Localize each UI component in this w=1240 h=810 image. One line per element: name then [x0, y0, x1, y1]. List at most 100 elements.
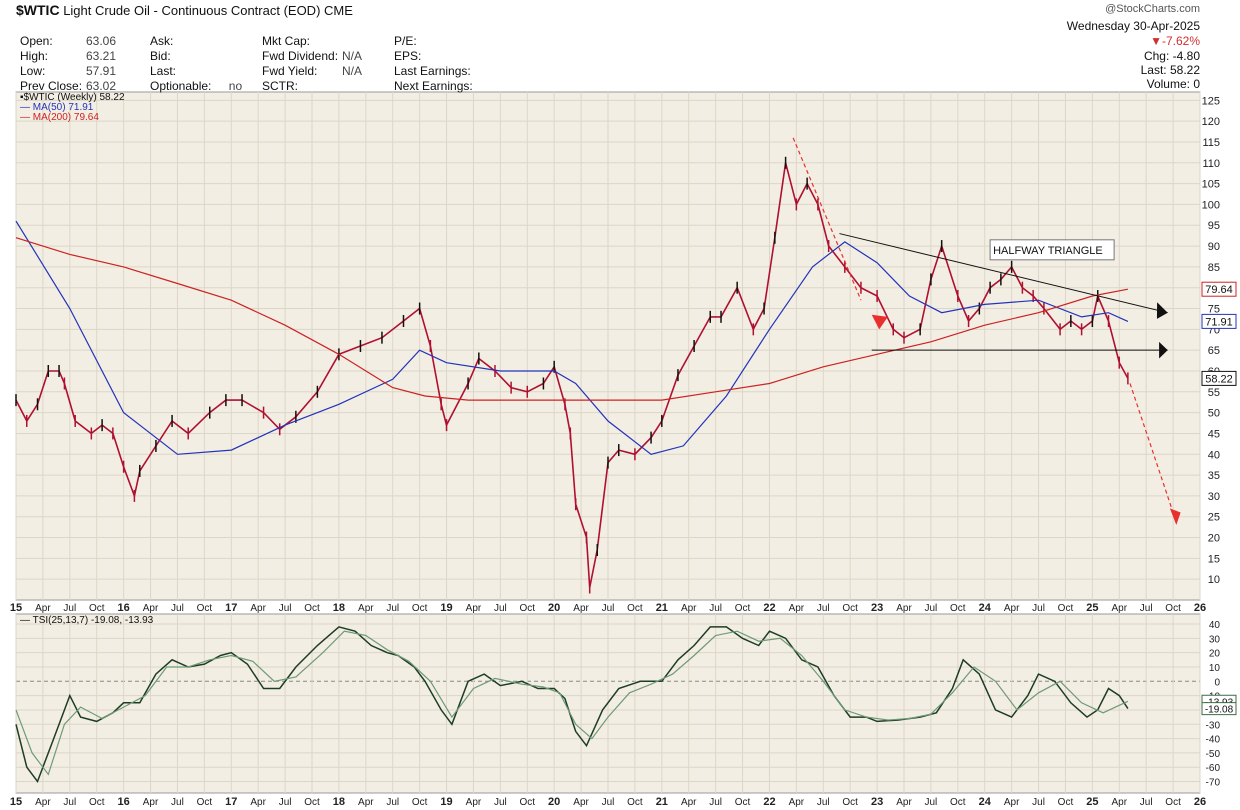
tsi-tag-text: -19.08: [1205, 705, 1234, 716]
triangle-upper-line: [839, 233, 1168, 314]
quote-value: 57.91: [86, 64, 117, 78]
x-tick-label: Oct: [197, 603, 213, 614]
tsi-tick-label: -40: [1206, 735, 1221, 746]
projection-arrow-2: [1169, 508, 1181, 526]
x-tick-label: 26: [1194, 602, 1206, 614]
chg-value: -4.80: [1172, 49, 1200, 63]
series-line-ma-50-: [15, 220, 1129, 455]
price-tag-text: 79.64: [1205, 284, 1233, 296]
y-tick-label: 75: [1208, 304, 1220, 316]
price-tag-box: [1201, 281, 1237, 297]
quote-label: P/E:: [394, 34, 417, 48]
x-tick-label: Oct: [89, 797, 105, 808]
projection-line-2: [1129, 383, 1174, 513]
x-tick-label: Oct: [842, 797, 858, 808]
x-tick-label: Jul: [386, 603, 399, 614]
x-tick-label: Oct: [304, 603, 320, 614]
x-tick-label: 18: [333, 602, 345, 614]
y-tick-label: 10: [1208, 574, 1220, 586]
quote-label: EPS:: [394, 49, 422, 63]
y-tick-label: 120: [1202, 116, 1220, 128]
x-tick-label: Apr: [789, 603, 805, 614]
y-tick-label: 40: [1208, 449, 1220, 461]
x-tick-label: 17: [225, 796, 237, 808]
price-tag-box: [1201, 313, 1237, 329]
x-tick-label: Apr: [250, 797, 266, 808]
x-tick-label: Oct: [197, 797, 213, 808]
quote-value: 63.02: [86, 79, 117, 93]
y-tick-label: 105: [1202, 179, 1220, 191]
y-tick-label: 95: [1208, 220, 1220, 232]
x-tick-label: Apr: [35, 603, 51, 614]
y-tick-label: 30: [1208, 491, 1220, 503]
x-tick-label: 25: [1086, 602, 1098, 614]
quote-value: no: [228, 79, 243, 93]
triangle-label-box: [989, 239, 1115, 261]
quote-label: Prev Close:: [20, 79, 83, 93]
watermark: @StockCharts.com: [1105, 3, 1200, 15]
x-tick-label: Apr: [896, 797, 912, 808]
symbol-name: Light Crude Oil - Continuous Contract (E…: [63, 3, 321, 18]
x-tick-label: Apr: [143, 603, 159, 614]
x-tick-label: Oct: [950, 603, 966, 614]
quote-label: Next Earnings:: [394, 79, 473, 93]
x-tick-label: Oct: [89, 603, 105, 614]
legend-tsi-text: TSI(25,13,7) -19.08, -13.93: [32, 615, 154, 626]
x-tick-label: Jul: [925, 797, 938, 808]
legend-ma200-text: MA(200) 79.64: [32, 112, 99, 123]
x-tick-label: 24: [979, 796, 992, 808]
x-tick-label: Apr: [358, 797, 374, 808]
x-tick-label: Apr: [466, 797, 482, 808]
tsi-tick-label: 20: [1209, 649, 1221, 660]
x-tick-label: 25: [1086, 796, 1098, 808]
projection-line-1: [792, 137, 862, 301]
x-tick-label: Oct: [627, 603, 643, 614]
change-pct: ▼-7.62%: [1150, 34, 1200, 48]
x-tick-label: Apr: [143, 797, 159, 808]
tsi-tag-box: [1201, 702, 1237, 716]
quote-label: Ask:: [150, 34, 174, 48]
quote-value: 63.21: [86, 49, 117, 63]
x-tick-label: Apr: [681, 603, 697, 614]
x-tick-label: Jul: [709, 797, 722, 808]
x-tick-label: Oct: [735, 603, 751, 614]
x-axis: 15 15 Apr Apr Jul Jul Oct Oct 16 16 Apr Apr Jul Jul Oc…: [10, 602, 1206, 808]
x-tick-label: Jul: [602, 603, 615, 614]
x-tick-label: 17: [225, 602, 237, 614]
tsi-tick-label: 0: [1214, 677, 1220, 688]
x-tick-label: Oct: [842, 603, 858, 614]
tsi-tick-label: -70: [1206, 778, 1221, 789]
legend-ma50: — MA(50) 71.91: [20, 102, 94, 113]
triangle-upper-arrow: [1156, 302, 1168, 319]
x-tick-label: Jul: [602, 797, 615, 808]
price-tag-text: 71.91: [1205, 316, 1233, 328]
x-tick-label: Jul: [494, 797, 507, 808]
x-tick-label: Jul: [494, 603, 507, 614]
x-tick-label: 20: [548, 602, 560, 614]
x-tick-label: Apr: [358, 603, 374, 614]
x-tick-label: Jul: [1032, 797, 1045, 808]
quote-value: 63.06: [86, 34, 117, 48]
y-tick-label: 115: [1202, 137, 1220, 149]
volume-value: 0: [1193, 77, 1200, 91]
y-tick-label: 45: [1208, 428, 1220, 440]
x-tick-label: Jul: [63, 797, 76, 808]
series-line-ma-200-: [15, 237, 1129, 401]
projection-arrow-1: [871, 314, 888, 330]
x-tick-label: Apr: [1004, 603, 1020, 614]
x-tick-label: Apr: [250, 603, 266, 614]
legend-tsi: — TSI(25,13,7) -19.08, -13.93: [20, 615, 154, 626]
y-tick-label: 125: [1202, 95, 1220, 107]
x-tick-label: Apr: [35, 797, 51, 808]
triangle-lower-arrow: [1159, 341, 1168, 359]
x-tick-label: Oct: [412, 797, 428, 808]
x-tick-label: Jul: [1140, 603, 1153, 614]
x-tick-label: 16: [118, 602, 130, 614]
x-tick-label: Jul: [63, 603, 76, 614]
legend-ma200: — MA(200) 79.64: [20, 112, 99, 123]
y-tick-label: 100: [1202, 199, 1220, 211]
x-tick-label: 15: [10, 602, 22, 614]
y-tick-label: 65: [1208, 345, 1220, 357]
legend-ma50-text: MA(50) 71.91: [32, 102, 94, 113]
